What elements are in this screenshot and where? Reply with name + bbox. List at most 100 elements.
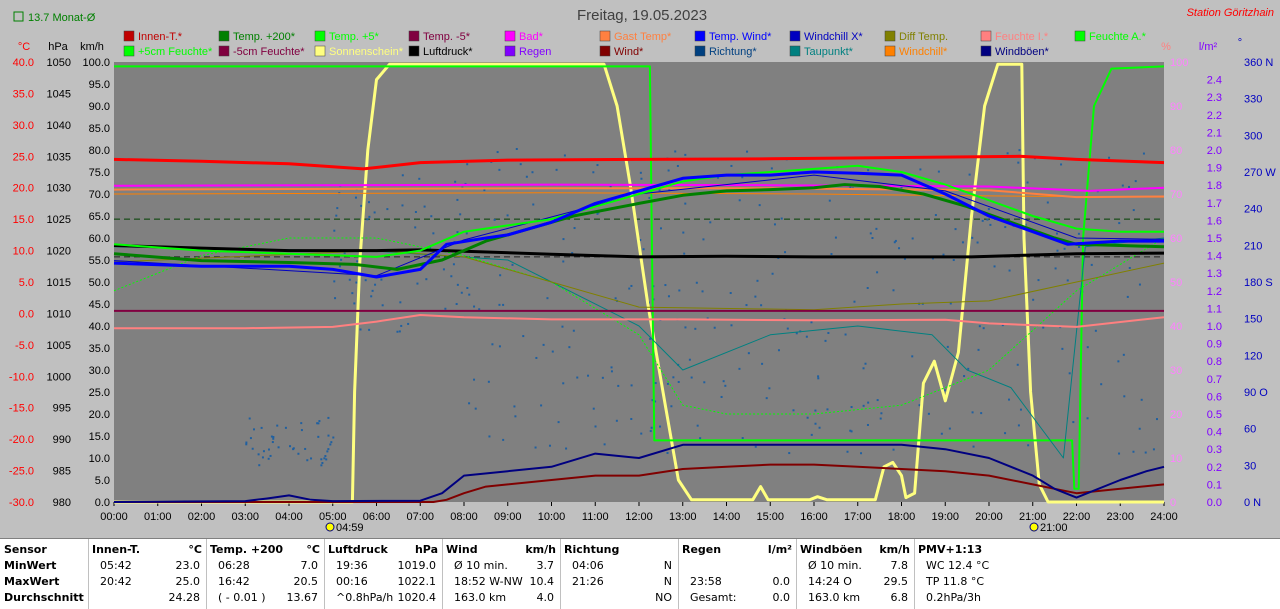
- direction-dot: [668, 188, 671, 191]
- direction-dot: [911, 355, 914, 358]
- direction-dot: [942, 253, 945, 256]
- direction-dot: [898, 247, 901, 250]
- direction-dot: [316, 422, 319, 425]
- direction-dot: [1123, 395, 1126, 398]
- direction-dot: [741, 176, 744, 179]
- axis-unit-pressure: hPa: [48, 41, 68, 53]
- direction-dot: [892, 448, 895, 451]
- stats-row: 00:16 1022.1: [324, 574, 442, 590]
- series-line-wind: [114, 463, 1165, 503]
- direction-dot: [498, 303, 501, 306]
- direction-dot: [849, 186, 852, 189]
- direction-dot: [367, 201, 370, 204]
- stats-cell-info: 21:26: [572, 575, 604, 588]
- direction-dot: [850, 430, 853, 433]
- direction-dot: [401, 174, 404, 177]
- direction-dot: [498, 345, 501, 348]
- direction-dot: [761, 362, 764, 365]
- direction-dot: [327, 434, 330, 437]
- legend-label: Temp. +5*: [329, 31, 380, 43]
- x-tick-label: 23:00: [1106, 511, 1134, 523]
- direction-dot: [893, 241, 896, 244]
- direction-dot: [380, 278, 383, 281]
- stats-cell-info: Ø 10 min.: [808, 559, 862, 572]
- direction-dot: [860, 452, 863, 455]
- direction-dot: [276, 424, 279, 427]
- direction-dot: [1100, 383, 1103, 386]
- x-tick-label: 10:00: [538, 511, 566, 523]
- legend-swatch: [1074, 30, 1086, 42]
- direction-dot: [876, 399, 879, 402]
- x-tick-label: 12:00: [625, 511, 653, 523]
- stats-cell-value: 0.0: [772, 591, 791, 604]
- legend-label: Taupunkt*: [804, 46, 854, 58]
- direction-dot: [1017, 161, 1020, 164]
- stats-cell-value: 6.8: [890, 591, 909, 604]
- x-tick-label: 21:00: [1019, 511, 1047, 523]
- rain-tick-label: 0.2: [1207, 462, 1222, 474]
- direction-dot: [603, 443, 606, 446]
- direction-dot: [1144, 451, 1147, 454]
- direction-tick-label: 270 W: [1244, 167, 1276, 179]
- legend-swatch: [218, 30, 230, 42]
- direction-dot: [488, 435, 491, 438]
- humidity-tick-label: 20: [1170, 409, 1182, 421]
- pressure-tick-label: 1015: [47, 277, 71, 289]
- x-tick-label: 14:00: [713, 511, 741, 523]
- direction-dot: [1086, 346, 1089, 349]
- direction-dot: [430, 215, 433, 218]
- speed-tick-label: 5.0: [95, 475, 110, 487]
- direction-dot: [674, 150, 677, 153]
- direction-dot: [1118, 452, 1121, 455]
- direction-dot: [555, 168, 558, 171]
- series-line-temp-wind: [113, 170, 1164, 279]
- direction-dot: [1016, 363, 1019, 366]
- temp-tick-label: 20.0: [13, 183, 34, 195]
- direction-dot: [628, 287, 631, 290]
- stats-cell-value: 25.0: [175, 575, 201, 588]
- legend-label: Sonnenschein*: [329, 46, 404, 58]
- humidity-tick-label: 30: [1170, 365, 1182, 377]
- direction-dot: [565, 447, 568, 450]
- direction-dot: [277, 446, 280, 449]
- direction-dot: [1134, 180, 1137, 183]
- x-tick-label: 04:00: [275, 511, 303, 523]
- direction-dot: [368, 328, 371, 331]
- direction-dot: [1086, 417, 1089, 420]
- stats-cell-value: 1022.1: [397, 575, 437, 588]
- direction-dot: [542, 343, 545, 346]
- direction-dot: [795, 332, 798, 335]
- stats-cell-info: ^0.8hPa/h: [336, 591, 394, 604]
- stats-row: 19:36 1019.0: [324, 558, 442, 574]
- direction-dot: [864, 362, 867, 365]
- monat-checkbox[interactable]: [13, 11, 24, 22]
- direction-dot: [522, 335, 525, 338]
- speed-tick-label: 65.0: [89, 211, 110, 223]
- direction-dot: [880, 412, 883, 415]
- direction-dot: [468, 402, 471, 405]
- direction-dot: [814, 422, 817, 425]
- rain-tick-label: 1.2: [1207, 286, 1222, 298]
- stats-row: 23:58 0.0: [678, 574, 796, 590]
- direction-dot: [269, 454, 272, 457]
- rain-tick-label: 0.3: [1207, 444, 1222, 456]
- legend-swatch: [980, 30, 992, 42]
- rain-tick-label: 1.0: [1207, 321, 1222, 333]
- direction-dot: [738, 199, 741, 202]
- direction-dot: [949, 302, 952, 305]
- direction-dot: [954, 228, 957, 231]
- sunrise-time: 04:59: [336, 522, 364, 534]
- direction-dot: [963, 375, 966, 378]
- legend-swatch: [314, 45, 326, 57]
- direction-dot: [398, 330, 401, 333]
- rain-tick-label: 1.3: [1207, 268, 1222, 280]
- legend-label: Luftdruck*: [423, 46, 473, 58]
- direction-dot: [1078, 245, 1081, 248]
- direction-dot: [879, 417, 882, 420]
- speed-tick-label: 40.0: [89, 321, 110, 333]
- direction-dot: [546, 297, 549, 300]
- pressure-tick-label: 990: [53, 434, 71, 446]
- stats-cell-value: 4.0: [536, 591, 555, 604]
- stats-row: TP 11.8 °C: [914, 574, 1280, 590]
- direction-tick-label: 0 N: [1244, 497, 1261, 509]
